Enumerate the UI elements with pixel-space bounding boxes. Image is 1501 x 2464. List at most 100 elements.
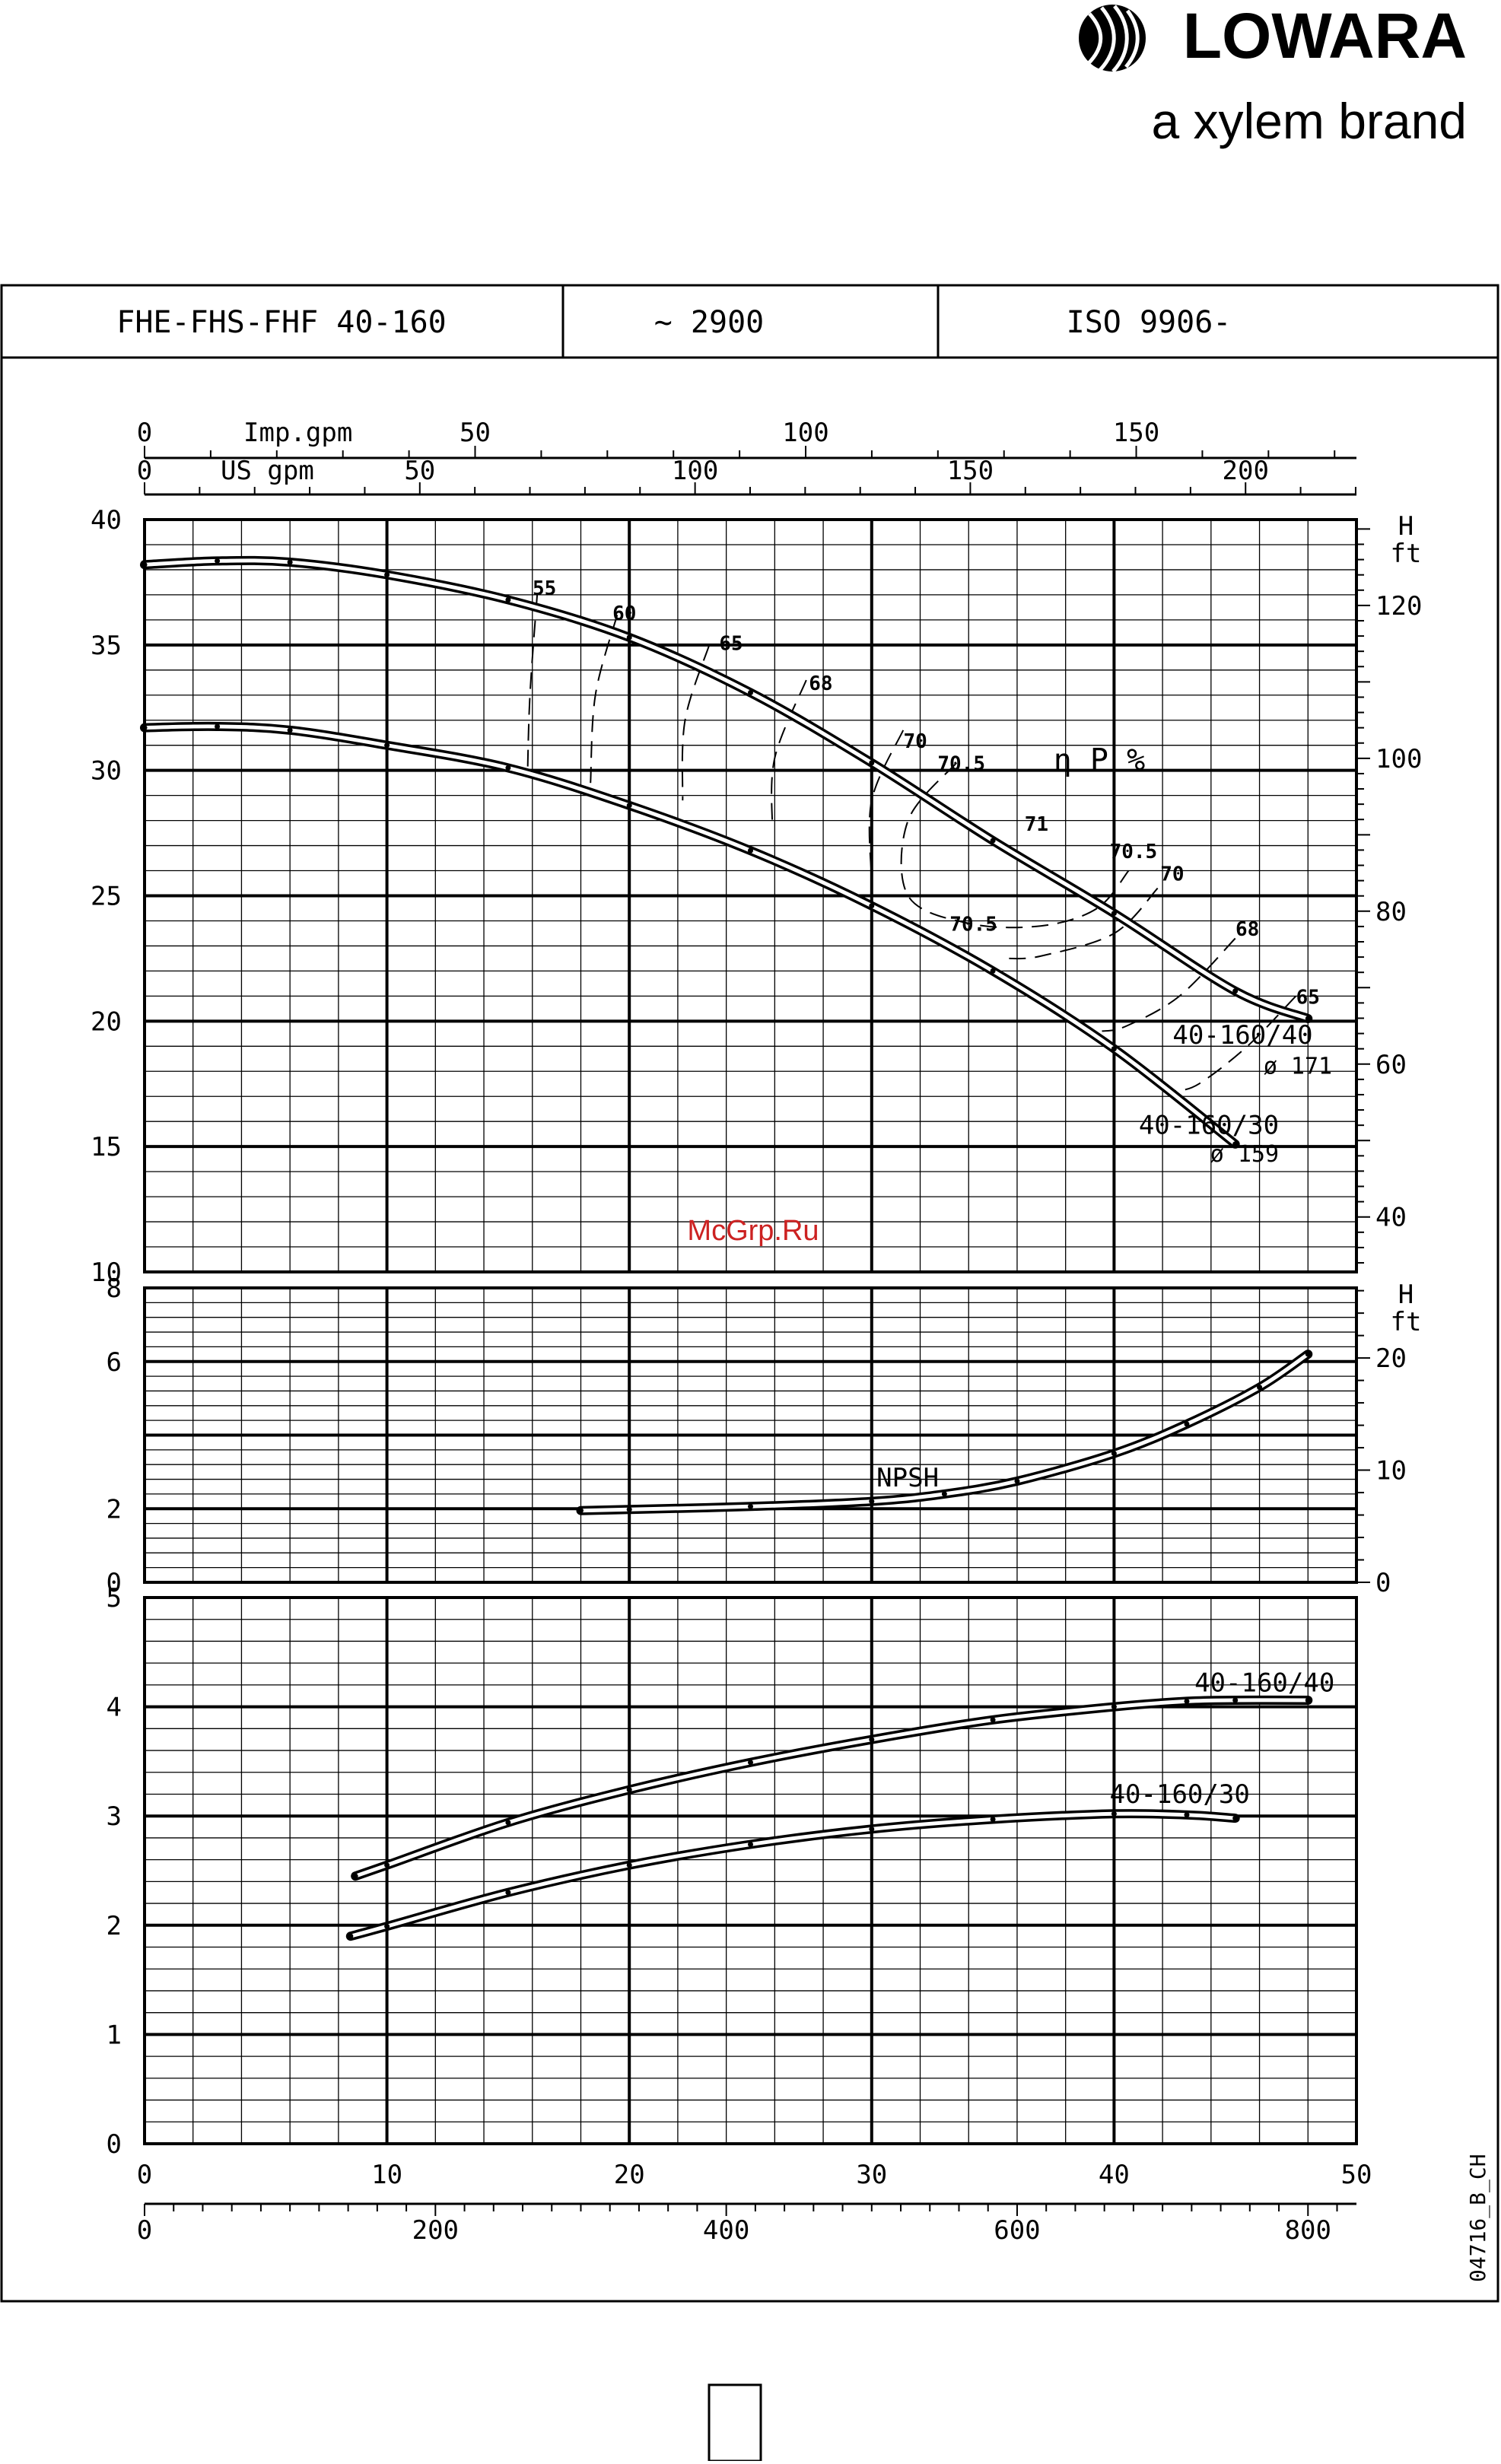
head-right-tick-label: 40 (1375, 1203, 1407, 1233)
data-point (941, 1491, 947, 1497)
data-point (626, 1787, 632, 1793)
head-panel: 0 50 100 150 Imp.gpm 0 50 100 150 200 US gpm 10 15 20… (91, 418, 1422, 1288)
data-point (1232, 1141, 1239, 1147)
efficiency-label: 68 (809, 672, 832, 695)
x-lmin-tick-label: 200 (412, 2215, 459, 2246)
us-gpm-tick-label: 100 (672, 456, 718, 486)
header-model: FHE-FHS-FHF 40-160 (116, 305, 446, 340)
watermark: McGrp.Ru (687, 1215, 819, 1247)
data-point (215, 558, 221, 564)
data-point (626, 1506, 632, 1512)
panel-frame (143, 1596, 1358, 2145)
npsh-right-axis-unit: ft (1391, 1307, 1422, 1337)
npsh-right-tick-label: 0 (1375, 1568, 1391, 1598)
npsh-curve-outline (576, 1350, 1313, 1515)
efficiency-label: 70 (1160, 863, 1184, 886)
page-number-box (708, 2383, 762, 2462)
head-y-tick-label: 40 (91, 505, 122, 536)
data-point (626, 803, 632, 809)
data-point (748, 847, 753, 854)
data-point (1111, 1046, 1117, 1052)
header-speed: ~ 2900 (654, 305, 765, 340)
npsh-y-tick-label: 8 (107, 1273, 122, 1304)
efficiency-iso-line (1102, 937, 1236, 1032)
data-point (1305, 1697, 1311, 1703)
data-point (748, 1760, 753, 1766)
power-series-label-30: 40-160/30 (1110, 1779, 1250, 1810)
efficiency-label: 60 (612, 602, 636, 625)
data-point (384, 742, 390, 749)
efficiency-label: 65 (1296, 986, 1320, 1009)
efficiency-label: 55 (533, 577, 556, 600)
power-y-tick-label: 1 (107, 2020, 122, 2050)
imp-gpm-label: Imp.gpm (243, 418, 352, 448)
data-point (1257, 1385, 1263, 1391)
npsh-y-tick-label: 0 (107, 1568, 122, 1598)
data-point (215, 723, 221, 730)
npsh-series-label: NPSH (876, 1463, 939, 1493)
head-right-tick-label: 120 (1375, 591, 1422, 622)
x-m3h-tick-label: 50 (1341, 2160, 1372, 2190)
data-point (384, 1862, 390, 1868)
efficiency-iso-line (681, 644, 711, 801)
efficiency-iso-line (868, 730, 905, 881)
npsh-y-tick-label: 6 (107, 1347, 122, 1378)
drawing-code: 04716_B_CH (1465, 2154, 1491, 2282)
data-point (990, 1717, 996, 1723)
data-point (1111, 911, 1117, 917)
data-point (505, 765, 511, 771)
data-point (748, 1503, 753, 1509)
head-y-tick-label: 30 (91, 756, 122, 787)
data-point (1305, 1016, 1311, 1022)
us-gpm-tick-label: 50 (404, 456, 435, 486)
efficiency-iso-line (526, 594, 539, 776)
efficiency-label: 70.5 (937, 753, 985, 776)
series-label-40-160-40: 40-160/40 (1172, 1020, 1312, 1051)
power-y-tick-label: 3 (107, 1801, 122, 1832)
x-lmin-tick-label: 600 (994, 2215, 1040, 2246)
data-point (577, 1508, 584, 1514)
data-point (869, 1737, 875, 1743)
power-y-tick-label: 5 (107, 1583, 122, 1614)
lowara-swirl-icon (1079, 5, 1146, 73)
data-point (990, 1817, 996, 1823)
head-right-axis-label: H (1398, 511, 1414, 542)
head-right-tick-label: 80 (1375, 897, 1407, 927)
head-curve-159-outline (140, 721, 1240, 1149)
head-right-tick-label: 60 (1375, 1050, 1407, 1080)
head-right-axis-unit: ft (1391, 539, 1422, 569)
data-point (748, 689, 753, 695)
data-point (626, 634, 632, 641)
npsh-right-tick-label: 10 (1375, 1456, 1407, 1486)
efficiency-label: 68 (1235, 918, 1259, 941)
efficiency-symbol-label: η P % (1054, 743, 1145, 778)
data-point (505, 1890, 511, 1896)
power-series-label-40: 40-160/40 (1194, 1668, 1334, 1698)
efficiency-label: 70.5 (1110, 841, 1158, 863)
header-standard: ISO 9906- (1067, 305, 1232, 340)
data-point (1184, 1421, 1190, 1427)
efficiency-iso-line (1174, 995, 1297, 1092)
data-point (869, 1499, 875, 1505)
data-point (748, 1842, 753, 1848)
npsh-right-tick-label: 20 (1375, 1343, 1407, 1374)
head-y-tick-label: 10 (91, 1257, 122, 1288)
data-point (1111, 1451, 1117, 1457)
npsh-right-axis-label: H (1398, 1280, 1414, 1310)
lowara-logo: LOWARA a xylem brand (1079, 0, 1467, 149)
data-point (142, 561, 148, 568)
sheet-frame (0, 284, 1499, 2303)
npsh-panel: 0 2 6 8 Hft 0 10 20 NPSH (107, 1273, 1422, 1598)
power-y-tick-label: 4 (107, 1693, 122, 1723)
data-point (1305, 1351, 1311, 1357)
efficiency-label: 70 (903, 730, 927, 753)
brand-name: LOWARA (1183, 0, 1467, 72)
us-gpm-tick-label: 200 (1223, 456, 1269, 486)
data-point (384, 572, 390, 578)
data-point (1232, 988, 1239, 994)
power-y-tick-label: 2 (107, 1911, 122, 1941)
data-point (869, 903, 875, 909)
imp-gpm-tick-label: 100 (782, 418, 828, 448)
